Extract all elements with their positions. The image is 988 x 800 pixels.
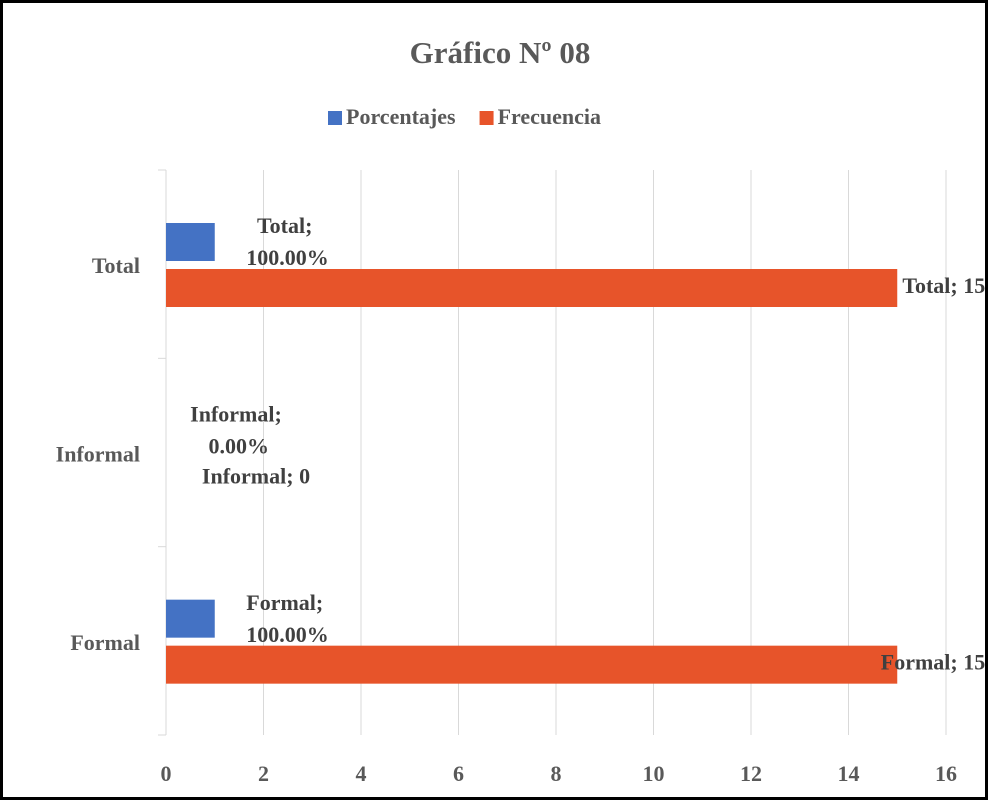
data-label-line: Total; [257, 213, 312, 238]
legend-swatch [479, 111, 494, 125]
data-label-line: Informal; [190, 402, 282, 427]
chart-title: Gráfico Nº 08 [410, 35, 591, 70]
x-tick-label: 2 [258, 761, 269, 786]
data-label-line: Formal; [246, 590, 323, 615]
y-tick-label: Informal [56, 442, 140, 467]
data-label: Formal; 15 [881, 650, 985, 675]
bar [166, 645, 898, 684]
data-label-line: 100.00% [241, 245, 329, 270]
data-label-line: 0.00% [203, 434, 269, 459]
data-label: Informal; 0 [202, 464, 310, 489]
x-tick-label: 8 [551, 761, 562, 786]
data-label: Total; 15 [902, 273, 985, 298]
x-tick-label: 6 [453, 761, 464, 786]
data-label-line: 100.00% [241, 622, 329, 647]
data-label: Formal; 100.00% [241, 590, 329, 647]
legend-label: Porcentajes [346, 104, 456, 129]
x-tick-label: 14 [838, 761, 860, 786]
legend-label: Frecuencia [498, 104, 601, 129]
legend-swatch [328, 111, 342, 125]
bar [166, 269, 898, 307]
x-tick-label: 0 [161, 761, 172, 786]
x-tick-label: 12 [740, 761, 762, 786]
bar [166, 223, 215, 261]
x-tick-label: 16 [935, 761, 957, 786]
y-tick-label: Total [92, 253, 140, 278]
data-label: Informal; 0.00% [190, 402, 282, 459]
y-tick-label: Formal [70, 630, 140, 655]
x-tick-label: 4 [356, 761, 367, 786]
data-label: Total; 100.00% [241, 213, 329, 270]
bar [166, 599, 215, 638]
x-tick-label: 10 [643, 761, 665, 786]
